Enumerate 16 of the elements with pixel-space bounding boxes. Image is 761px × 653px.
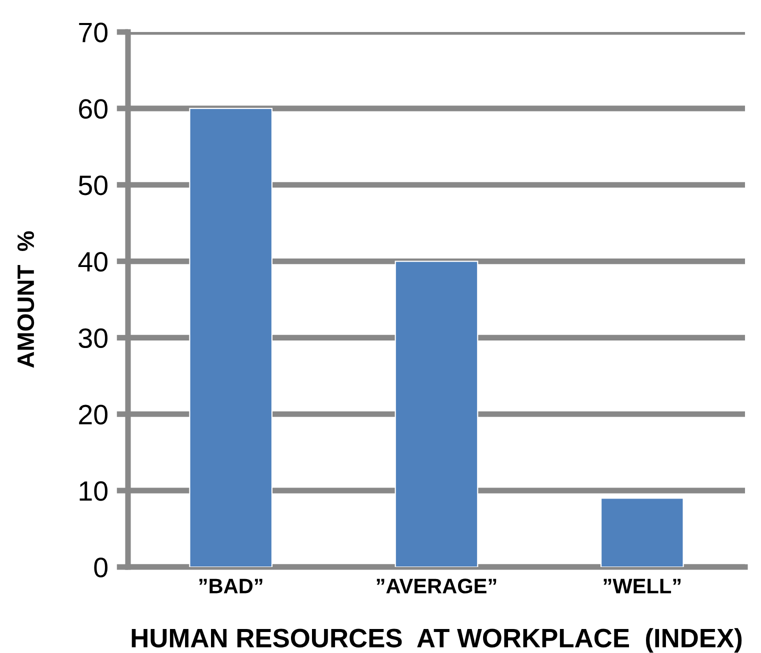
bar <box>189 108 273 567</box>
x-tick-label: ”BAD” <box>199 578 262 594</box>
x-tick-label: ”AVERAGE” <box>376 578 496 594</box>
y-tick-label: 40 <box>78 252 108 272</box>
bar <box>600 498 684 567</box>
y-tick-label: 70 <box>79 22 108 42</box>
y-tick-label: 20 <box>79 404 108 424</box>
y-tick-label: 60 <box>79 99 108 119</box>
x-tick-label: ”WELL” <box>604 578 681 594</box>
y-tick-label: 0 <box>94 558 108 578</box>
y-tick-label: 50 <box>78 176 108 196</box>
x-axis-title: HUMAN RESOURCES AT WORKPLACE (INDEX) <box>132 628 742 653</box>
bar <box>394 260 478 567</box>
y-tick-label: 30 <box>78 328 108 348</box>
y-tick-label: 10 <box>80 481 108 501</box>
y-axis-title: AMOUNT % <box>17 231 34 368</box>
